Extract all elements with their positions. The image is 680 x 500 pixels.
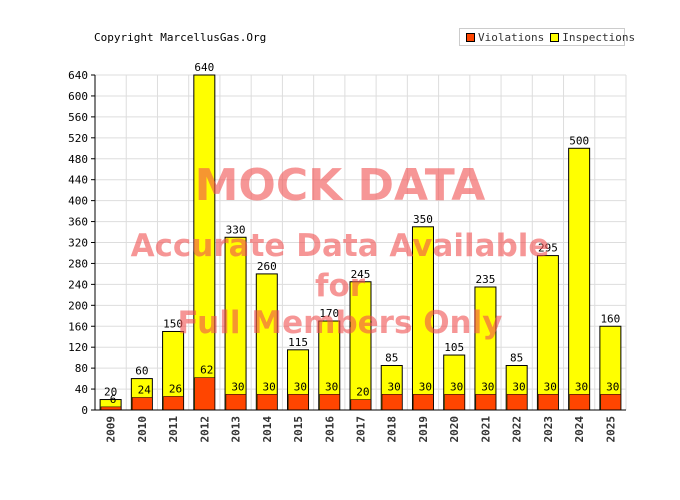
x-tick-label: 2015 [292, 416, 305, 443]
violations-value-label: 30 [294, 380, 307, 393]
x-tick-label: 2019 [417, 416, 430, 443]
inspections-value-label: 160 [600, 312, 620, 325]
x-tick-label: 2018 [386, 416, 399, 443]
violations-value-label: 30 [606, 380, 619, 393]
inspections-value-label: 105 [444, 341, 464, 354]
y-tick-label: 80 [75, 362, 88, 375]
y-tick-label: 480 [68, 153, 88, 166]
violations-value-label: 20 [356, 386, 369, 399]
violations-bar [319, 394, 340, 411]
violations-bar [381, 394, 403, 411]
violations-value-label: 30 [419, 380, 432, 393]
watermark-line-2: for [314, 268, 366, 304]
x-tick-label: 2020 [448, 416, 461, 443]
violations-bar [475, 394, 497, 411]
violations-value-label: 30 [481, 380, 494, 393]
legend-label-violations: Violations [478, 30, 545, 44]
y-tick-label: 120 [68, 341, 88, 354]
violations-value-label: 26 [169, 382, 182, 395]
inspections-value-label: 60 [135, 365, 148, 378]
y-tick-label: 320 [68, 237, 88, 250]
x-tick-label: 2012 [198, 416, 211, 443]
watermark-title: MOCK DATA [194, 160, 486, 211]
x-tick-label: 2009 [105, 416, 118, 443]
y-tick-label: 600 [68, 90, 88, 103]
legend-item-violations: Violations [466, 31, 544, 44]
watermark-line-1: Accurate Data Available [130, 228, 550, 264]
y-tick-label: 440 [68, 174, 88, 187]
inspections-bar [568, 147, 591, 411]
x-tick-label: 2011 [167, 416, 180, 443]
inspections-value-label: 85 [510, 352, 523, 365]
x-tick-label: 2023 [542, 416, 555, 443]
inspections-value-label: 500 [569, 134, 589, 147]
inspections-value-label: 295 [538, 242, 558, 255]
legend-swatch-violations [466, 32, 475, 42]
x-tick-label: 2021 [479, 416, 492, 443]
violations-bar [256, 394, 278, 411]
inspections-value-label: 150 [163, 317, 183, 330]
violations-bar [538, 394, 559, 411]
legend-swatch-inspections [550, 32, 560, 42]
x-tick-label: 2016 [323, 416, 336, 443]
inspections-value-label: 115 [288, 336, 308, 349]
violations-bar [288, 394, 309, 411]
violations-bar [569, 394, 590, 411]
violations-value-label: 30 [512, 380, 525, 393]
violations-value-label: 30 [231, 380, 244, 393]
violations-value-label: 30 [263, 380, 276, 393]
x-tick-label: 2025 [604, 416, 617, 443]
x-tick-label: 2022 [511, 416, 524, 443]
inspections-value-label: 350 [413, 213, 433, 226]
chart-legend: Violations Inspections [459, 28, 635, 46]
violations-value-label: 62 [200, 364, 213, 377]
y-tick-label: 560 [68, 111, 88, 124]
y-tick-label: 400 [68, 195, 88, 208]
inspections-value-label: 235 [476, 273, 496, 286]
violations-bar [225, 394, 247, 411]
violations-bar [131, 397, 153, 411]
violations-value-label: 24 [138, 383, 152, 396]
violations-value-label: 6 [110, 393, 117, 406]
legend-item-inspections: Inspections [550, 31, 635, 44]
violations-value-label: 30 [575, 380, 588, 393]
violations-value-label: 30 [544, 380, 557, 393]
violations-bar [194, 377, 215, 411]
violations-bar [444, 394, 465, 411]
violations-bar [506, 394, 528, 411]
y-tick-label: 280 [68, 257, 88, 270]
y-tick-label: 40 [75, 383, 88, 396]
x-tick-label: 2017 [355, 416, 368, 443]
x-tick-label: 2024 [573, 416, 586, 443]
y-tick-label: 520 [68, 132, 88, 145]
inspections-value-label: 330 [226, 223, 246, 236]
inspections-value-label: 640 [194, 61, 214, 74]
y-tick-label: 160 [68, 320, 88, 333]
inspections-value-label: 85 [385, 352, 398, 365]
violations-bar [413, 394, 434, 411]
y-tick-label: 640 [68, 69, 88, 82]
x-tick-label: 2010 [136, 416, 149, 443]
y-tick-label: 240 [68, 278, 88, 291]
inspections-value-label: 260 [257, 260, 277, 273]
violations-bar [163, 396, 184, 411]
violations-value-label: 30 [325, 380, 338, 393]
violations-bar [600, 394, 622, 411]
violations-value-label: 30 [387, 380, 400, 393]
watermark-line-3: Full Members Only [177, 305, 503, 341]
inspections-value-label: 245 [351, 268, 371, 281]
y-tick-label: 200 [68, 299, 88, 312]
x-tick-label: 2014 [261, 416, 274, 443]
violations-value-label: 30 [450, 380, 463, 393]
y-tick-label: 360 [68, 216, 88, 229]
violations-bar [350, 399, 372, 411]
y-tick-label: 0 [81, 404, 88, 417]
inspections-value-label: 170 [319, 307, 339, 320]
inspections-value-label: 20 [104, 386, 117, 399]
legend-label-inspections: Inspections [562, 30, 636, 44]
copyright-text: Copyright MarcellusGas.Org [94, 31, 267, 44]
x-tick-label: 2013 [230, 416, 243, 443]
